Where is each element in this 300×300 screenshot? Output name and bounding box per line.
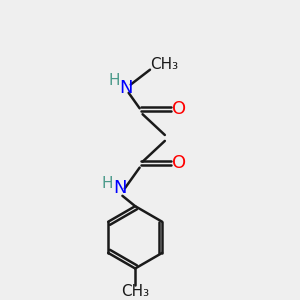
Text: O: O xyxy=(172,154,186,172)
Text: N: N xyxy=(114,179,127,197)
Text: H: H xyxy=(102,176,113,190)
Text: CH₃: CH₃ xyxy=(150,57,178,72)
Text: H: H xyxy=(109,74,120,88)
Text: CH₃: CH₃ xyxy=(121,284,149,299)
Text: N: N xyxy=(119,79,132,97)
Text: O: O xyxy=(172,100,186,118)
